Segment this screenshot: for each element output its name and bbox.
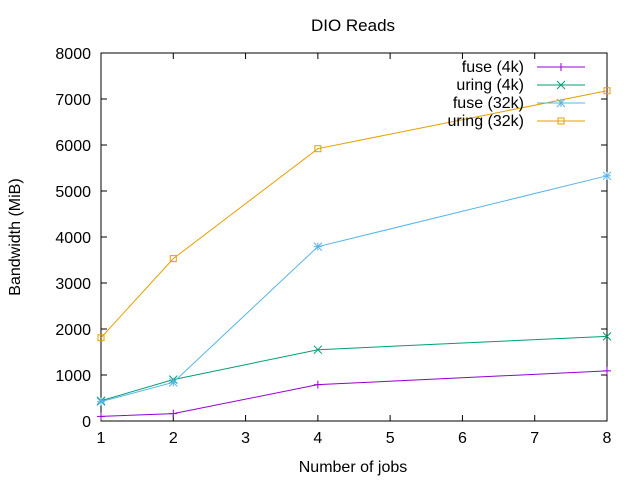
x-tick-label: 8 xyxy=(603,430,612,447)
data-point-2-3 xyxy=(313,345,323,355)
plot-frame xyxy=(100,52,608,422)
x-tick-label: 3 xyxy=(241,430,250,447)
x-tick-label: 5 xyxy=(386,430,395,447)
legend: fuse (4k)uring (4k)fuse (32k)uring (32k) xyxy=(448,59,585,130)
y-tick-label: 3000 xyxy=(55,276,91,293)
axis-ticks: 1 2 3 4 5 6 7 8 0 1000 2000 3000 4000 5000 6000 7000 800… xyxy=(55,46,611,447)
legend-label-3: fuse (32k) xyxy=(453,95,524,112)
legend-marker-2 xyxy=(556,80,566,90)
y-tick-label: 7000 xyxy=(55,92,91,109)
data-point-4-3 xyxy=(314,145,322,153)
legend-marker-4 xyxy=(557,117,565,125)
series-line-4 xyxy=(100,90,608,339)
legend-label-1: fuse (4k) xyxy=(462,59,524,76)
x-tick-label: 2 xyxy=(169,430,178,447)
data-point-1-1 xyxy=(97,412,105,421)
y-tick-label: 6000 xyxy=(55,138,91,155)
series-line-1 xyxy=(100,370,608,417)
data-point-3-1 xyxy=(96,397,106,407)
data-point-1-4 xyxy=(603,366,611,375)
data-point-2-4 xyxy=(602,332,612,341)
x-tick-label: 7 xyxy=(530,430,539,447)
y-axis-label: Bandwidth (MiB) xyxy=(7,178,24,295)
data-point-1-3 xyxy=(313,380,322,389)
y-tick-label: 1000 xyxy=(55,368,91,385)
data-point-4-2 xyxy=(169,255,177,263)
legend-marker-1 xyxy=(557,63,565,71)
x-tick-label: 4 xyxy=(313,430,322,447)
data-point-4-1 xyxy=(97,334,105,342)
series-line-3 xyxy=(100,175,608,403)
y-tick-label: 5000 xyxy=(55,184,91,201)
data-point-3-2 xyxy=(168,378,178,387)
y-tick-label: 8000 xyxy=(55,46,91,63)
data-point-3-3 xyxy=(313,242,323,252)
data-point-3-4 xyxy=(602,171,612,181)
chart-title: DIO Reads xyxy=(311,16,395,35)
legend-label-2: uring (4k) xyxy=(456,77,524,94)
x-tick-label: 6 xyxy=(458,430,467,447)
data-point-4-4 xyxy=(603,87,611,95)
legend-label-4: uring (32k) xyxy=(448,113,524,130)
x-tick-label: 1 xyxy=(97,430,106,447)
series-layer xyxy=(96,87,612,421)
x-axis-label: Number of jobs xyxy=(299,459,408,476)
series-line-2 xyxy=(100,335,608,402)
legend-marker-3 xyxy=(556,98,566,108)
y-tick-label: 2000 xyxy=(55,322,91,339)
y-tick-label: 4000 xyxy=(55,230,91,247)
data-point-1-2 xyxy=(169,409,178,418)
y-tick-label: 0 xyxy=(82,414,91,431)
